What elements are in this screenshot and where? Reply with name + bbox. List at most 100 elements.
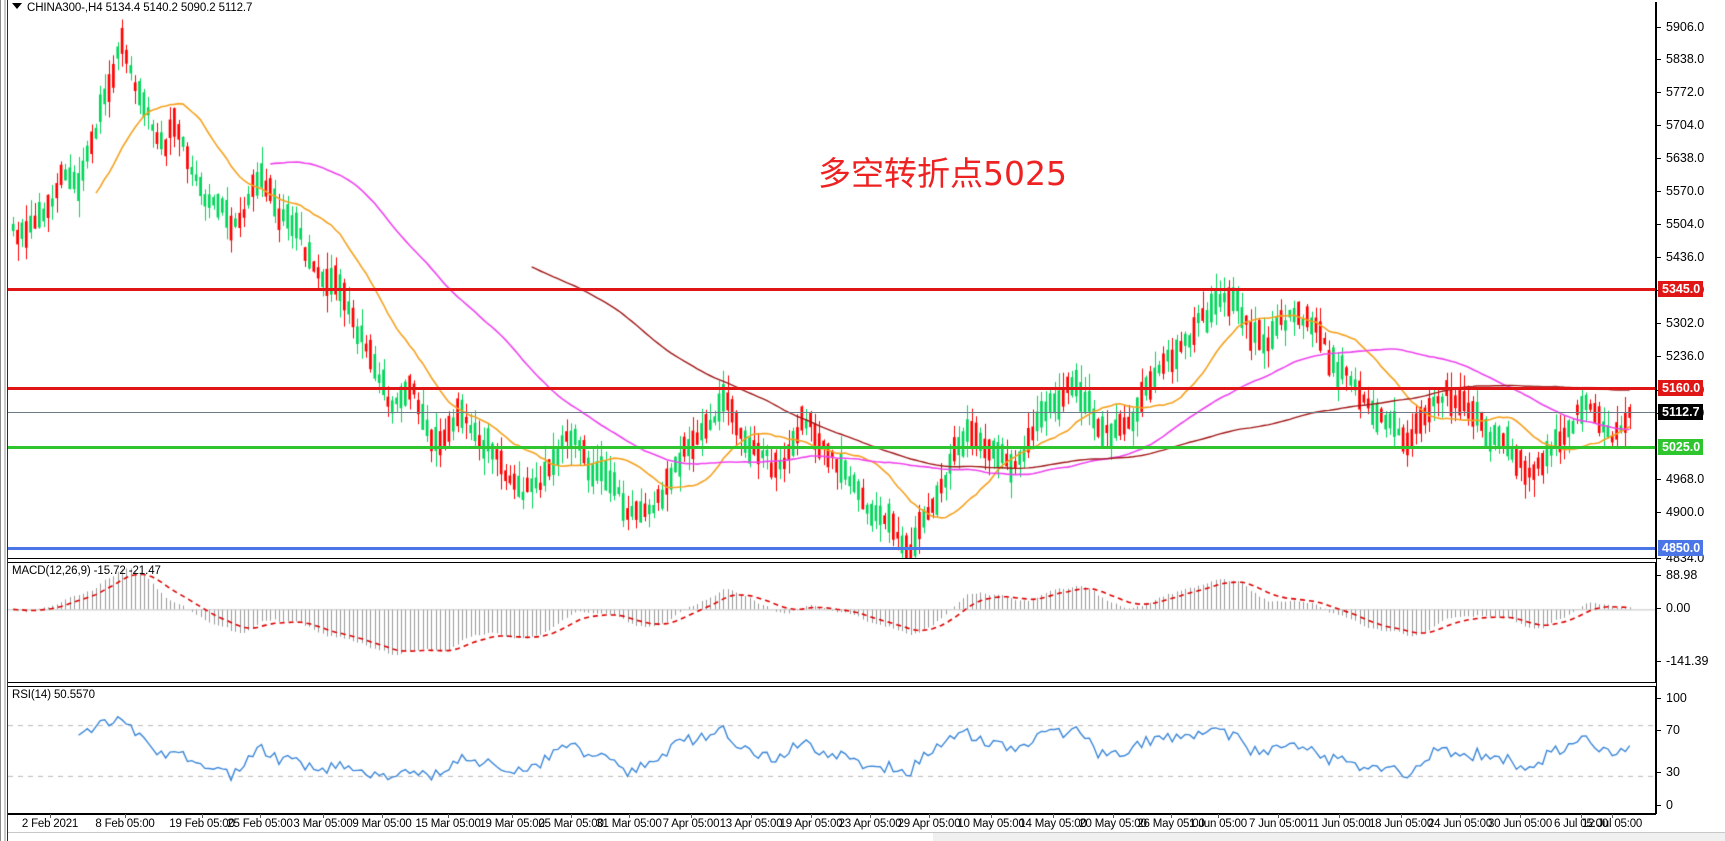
time-axis-tick bbox=[870, 814, 871, 818]
time-axis-label: 1 Jun 05:00 bbox=[1189, 818, 1247, 830]
time-axis-tick bbox=[751, 814, 752, 818]
horizontal-scrollbar[interactable] bbox=[8, 832, 1725, 841]
time-axis-label: 6 Jul 05:00 bbox=[1553, 818, 1609, 830]
chevron-down-icon[interactable] bbox=[12, 3, 22, 9]
price-axis-tick: 4900.0 bbox=[1657, 505, 1704, 519]
time-axis-tick bbox=[448, 814, 449, 818]
time-axis-label: 24 Jun 05:00 bbox=[1427, 818, 1493, 830]
time-axis-tick bbox=[382, 814, 383, 818]
window-left-rail bbox=[0, 0, 8, 841]
rsi-axis-tick: 0 bbox=[1657, 798, 1673, 812]
time-axis-label: 8 Feb 05:00 bbox=[95, 818, 155, 830]
time-axis-tick bbox=[1113, 814, 1114, 818]
time-axis-label: 11 Jun 05:00 bbox=[1307, 818, 1371, 830]
time-axis-tick bbox=[991, 814, 992, 818]
time-axis-label: 2 Feb 2021 bbox=[21, 818, 79, 830]
price-chart-panel[interactable]: 多空转折点5025 bbox=[8, 2, 1656, 559]
level-line-5345-0 bbox=[8, 288, 1655, 291]
time-axis-label: 19 Feb 05:00 bbox=[169, 818, 235, 830]
time-axis-tick bbox=[691, 814, 692, 818]
time-axis-label: 7 Jun 05:00 bbox=[1249, 818, 1307, 830]
time-axis-tick bbox=[260, 814, 261, 818]
time-axis-label: 9 Mar 05:00 bbox=[352, 818, 412, 830]
time-axis-label: 19 Mar 05:00 bbox=[479, 818, 545, 830]
chart-annotation-text: 多空转折点5025 bbox=[818, 154, 1067, 193]
time-axis-label: 14 May 05:00 bbox=[1019, 818, 1087, 830]
time-axis-label: 30 Jun 05:00 bbox=[1487, 818, 1553, 830]
price-axis-tick: 4968.0 bbox=[1657, 472, 1704, 486]
rsi-axis-tick: 30 bbox=[1657, 765, 1680, 779]
time-axis-label: 10 May 05:00 bbox=[957, 818, 1025, 830]
time-axis-tick bbox=[1339, 814, 1340, 818]
price-axis-tag[interactable]: 5345.0 bbox=[1658, 281, 1704, 297]
price-axis-tag[interactable]: 5112.7 bbox=[1658, 404, 1703, 420]
time-axis-label: 19 Apr 05:00 bbox=[779, 818, 843, 830]
time-axis-tick bbox=[1053, 814, 1054, 818]
rsi-canvas bbox=[8, 687, 1655, 813]
level-line-5112-7 bbox=[8, 412, 1655, 413]
price-axis-tick: 5302.0 bbox=[1657, 316, 1704, 330]
time-axis-tick bbox=[323, 814, 324, 818]
time-axis-label: 20 May 05:00 bbox=[1079, 818, 1147, 830]
macd-axis-tick: -141.39 bbox=[1657, 654, 1708, 668]
time-axis-label: 25 Mar 05:00 bbox=[538, 818, 604, 830]
price-axis-tag[interactable]: 5025.0 bbox=[1658, 439, 1704, 455]
rsi-axis-tick: 100 bbox=[1657, 691, 1687, 705]
rsi-indicator-panel[interactable]: RSI(14) 50.5570 bbox=[8, 686, 1656, 814]
time-axis-tick bbox=[929, 814, 930, 818]
time-axis-tick bbox=[1401, 814, 1402, 818]
symbol-header-text: CHINA300-,H4 5134.4 5140.2 5090.2 5112.7 bbox=[27, 2, 253, 14]
macd-axis-tick: 0.00 bbox=[1657, 601, 1690, 615]
symbol-header[interactable]: CHINA300-,H4 5134.4 5140.2 5090.2 5112.7 bbox=[12, 2, 252, 14]
macd-axis-tick: 88.98 bbox=[1657, 568, 1697, 582]
price-axis-tick: 5504.0 bbox=[1657, 217, 1704, 231]
time-axis-tick bbox=[629, 814, 630, 818]
price-axis-tag[interactable]: 5160.0 bbox=[1658, 380, 1704, 396]
time-axis-label: 12 Jul 05:00 bbox=[1581, 818, 1643, 830]
time-axis-label: 31 Mar 05:00 bbox=[596, 818, 662, 830]
time-axis-tick bbox=[1218, 814, 1219, 818]
time-axis-tick bbox=[811, 814, 812, 818]
price-axis[interactable]: 5906.0 5838.0 5772.0 5704.0 5638.0 5570.0 5504… bbox=[1656, 2, 1725, 814]
rsi-label: RSI(14) 50.5570 bbox=[12, 689, 95, 701]
macd-canvas bbox=[8, 563, 1655, 682]
time-axis-tick bbox=[1612, 814, 1613, 818]
macd-label: MACD(12,26,9) -15.72 -21.47 bbox=[12, 565, 161, 577]
time-axis-tick bbox=[1520, 814, 1521, 818]
price-axis-tick: 5236.0 bbox=[1657, 349, 1704, 363]
time-axis-label: 25 Feb 05:00 bbox=[227, 818, 293, 830]
time-axis-label: 15 Mar 05:00 bbox=[415, 818, 481, 830]
price-axis-tick: 5436.0 bbox=[1657, 250, 1704, 264]
left-rail-groove bbox=[4, 0, 6, 841]
level-line-5160-0 bbox=[8, 387, 1655, 390]
time-axis-label: 18 Jun 05:00 bbox=[1368, 818, 1434, 830]
time-axis-tick bbox=[125, 814, 126, 818]
time-axis-tick bbox=[202, 814, 203, 818]
rsi-axis-tick: 70 bbox=[1657, 723, 1680, 737]
time-axis-tick bbox=[1278, 814, 1279, 818]
time-axis-tick bbox=[50, 814, 51, 818]
price-axis-tick: 5906.0 bbox=[1657, 20, 1704, 34]
time-axis-label: 29 Apr 05:00 bbox=[897, 818, 961, 830]
price-axis-tick: 5772.0 bbox=[1657, 85, 1704, 99]
macd-indicator-panel[interactable]: MACD(12,26,9) -15.72 -21.47 bbox=[8, 562, 1656, 683]
price-axis-tick: 5638.0 bbox=[1657, 151, 1704, 165]
time-axis-label: 13 Apr 05:00 bbox=[719, 818, 783, 830]
time-axis-tick bbox=[1460, 814, 1461, 818]
scrollbar-thumb[interactable] bbox=[8, 833, 933, 841]
time-axis-label: 7 Apr 05:00 bbox=[662, 818, 720, 830]
time-axis-tick bbox=[1171, 814, 1172, 818]
time-axis-tick bbox=[1581, 814, 1582, 818]
time-axis-label: 26 May 05:00 bbox=[1137, 818, 1205, 830]
price-candles-canvas[interactable] bbox=[8, 2, 1655, 558]
price-axis-tick: 5570.0 bbox=[1657, 184, 1704, 198]
price-axis-tick: 5704.0 bbox=[1657, 118, 1704, 132]
time-axis-label: 3 Mar 05:00 bbox=[293, 818, 353, 830]
time-axis-tick bbox=[512, 814, 513, 818]
level-line-4850-0 bbox=[8, 547, 1655, 550]
time-axis-label: 23 Apr 05:00 bbox=[838, 818, 902, 830]
level-line-5025-0 bbox=[8, 446, 1655, 449]
price-axis-tick: 5838.0 bbox=[1657, 52, 1704, 66]
price-axis-tag[interactable]: 4850.0 bbox=[1658, 540, 1704, 556]
